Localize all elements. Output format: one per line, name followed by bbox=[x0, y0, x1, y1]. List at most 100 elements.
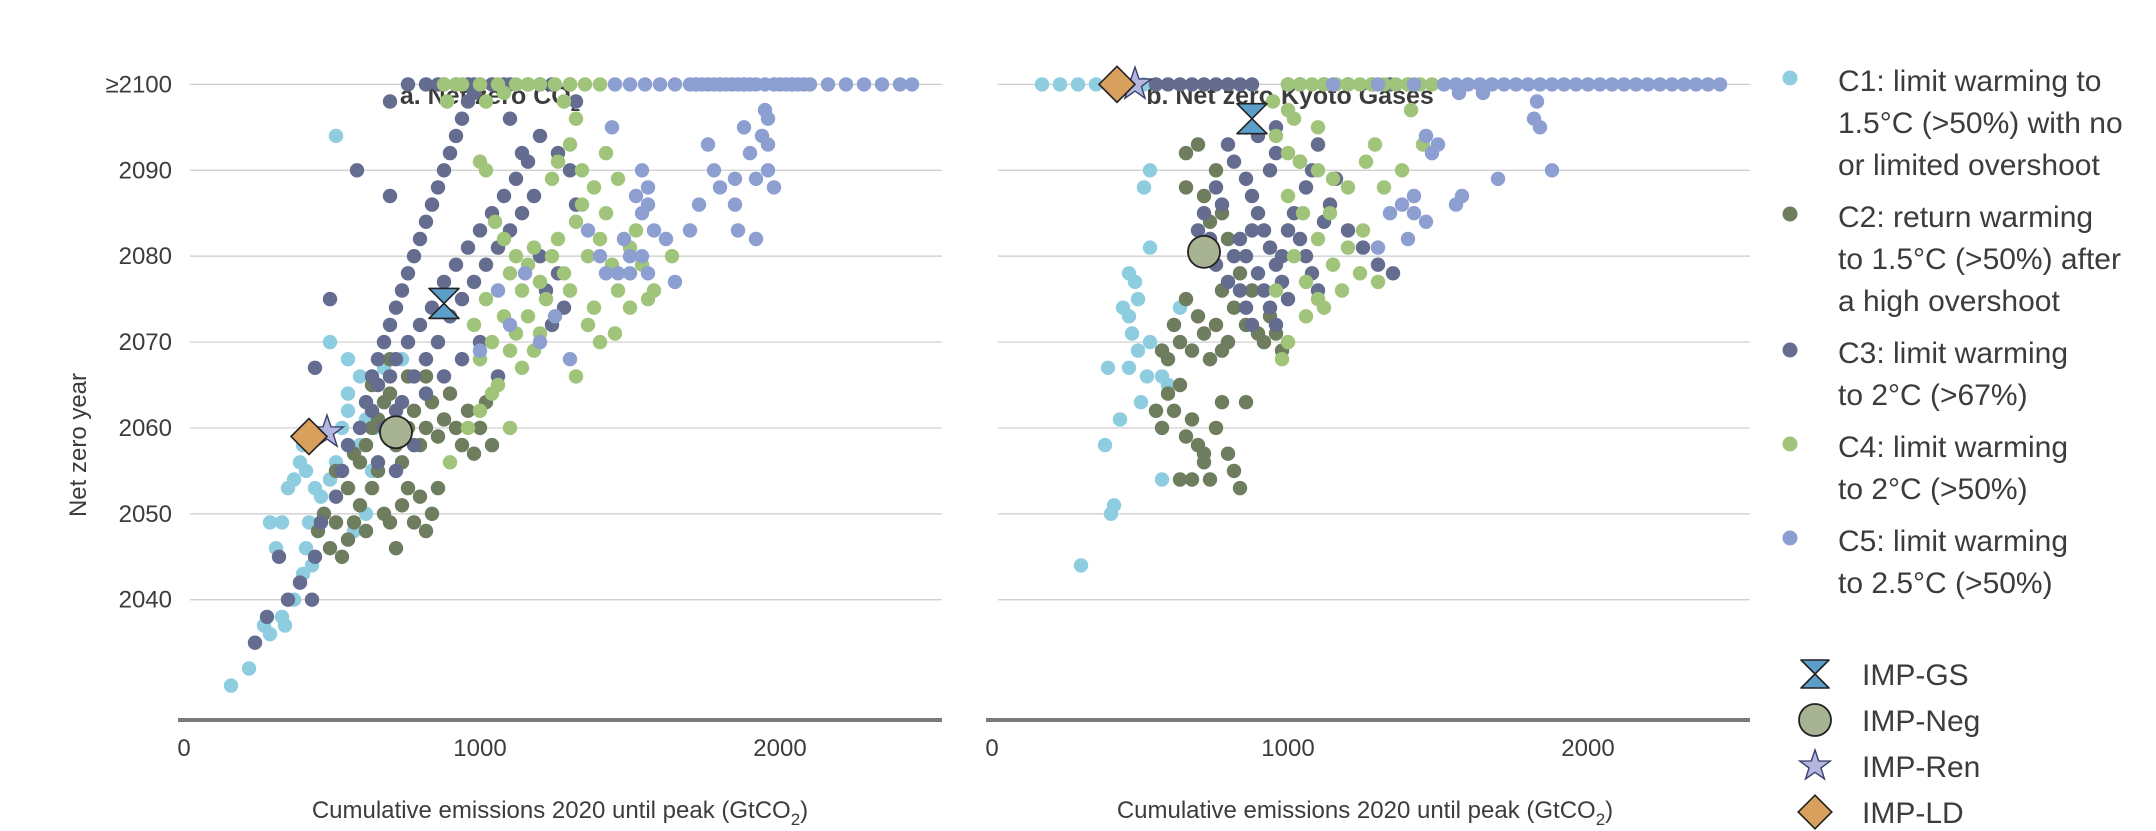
data-point bbox=[568, 111, 584, 126]
data-point bbox=[454, 352, 470, 367]
data-point bbox=[1262, 300, 1278, 315]
data-point bbox=[1256, 283, 1272, 298]
data-point bbox=[1370, 274, 1386, 290]
data-point bbox=[1292, 77, 1308, 92]
data-point bbox=[484, 437, 500, 453]
data-point bbox=[610, 283, 626, 298]
data-point bbox=[454, 437, 470, 453]
data-point bbox=[394, 498, 410, 513]
data-point bbox=[436, 412, 452, 427]
data-point bbox=[340, 386, 356, 401]
data-point bbox=[580, 249, 596, 264]
data-point bbox=[514, 145, 530, 161]
data-point bbox=[430, 480, 446, 496]
data-point bbox=[418, 386, 434, 401]
data-point bbox=[1370, 240, 1386, 255]
series-c1 bbox=[223, 128, 410, 693]
data-point bbox=[442, 455, 458, 470]
data-point bbox=[418, 352, 434, 367]
data-point bbox=[502, 266, 518, 281]
data-point bbox=[334, 463, 350, 479]
data-point bbox=[1154, 420, 1170, 436]
data-point bbox=[436, 274, 452, 290]
data-point bbox=[1340, 223, 1356, 238]
data-point bbox=[490, 283, 506, 298]
data-point bbox=[1184, 472, 1200, 487]
data-point bbox=[1529, 94, 1545, 109]
data-point bbox=[514, 206, 530, 221]
data-point bbox=[472, 343, 488, 358]
legend-label-c1: 1.5°C (>50%) with no bbox=[1838, 107, 2123, 140]
data-point bbox=[1298, 309, 1314, 324]
data-point bbox=[436, 369, 452, 384]
data-point bbox=[442, 145, 458, 161]
data-point bbox=[574, 163, 590, 178]
data-point bbox=[1142, 163, 1158, 178]
data-point bbox=[1268, 128, 1284, 144]
data-point bbox=[532, 77, 548, 92]
data-point bbox=[508, 249, 524, 264]
legend-label-c3: C3: limit warming bbox=[1838, 337, 2068, 370]
data-point bbox=[1274, 249, 1290, 264]
data-point bbox=[1688, 77, 1704, 92]
data-point bbox=[1286, 111, 1302, 126]
data-point bbox=[1148, 77, 1164, 92]
data-point bbox=[1121, 266, 1137, 281]
data-point bbox=[1298, 180, 1314, 195]
data-point bbox=[286, 472, 302, 487]
data-point bbox=[610, 266, 626, 281]
data-point bbox=[1214, 197, 1230, 212]
data-point bbox=[1544, 77, 1560, 92]
data-point bbox=[1112, 412, 1128, 427]
data-point bbox=[1202, 472, 1218, 487]
data-point bbox=[652, 77, 668, 92]
y-tick-label: 2060 bbox=[119, 415, 172, 442]
data-point bbox=[508, 77, 524, 92]
data-point bbox=[1208, 317, 1224, 333]
data-point bbox=[328, 128, 344, 144]
data-point bbox=[646, 223, 662, 238]
data-point bbox=[472, 77, 488, 92]
data-point bbox=[313, 489, 329, 504]
data-point bbox=[892, 77, 908, 92]
data-point bbox=[1190, 137, 1206, 152]
data-point bbox=[346, 515, 362, 530]
data-point bbox=[1121, 360, 1137, 375]
data-point bbox=[760, 137, 776, 152]
data-point bbox=[1532, 77, 1548, 92]
data-point bbox=[1124, 326, 1140, 341]
data-point bbox=[1382, 206, 1398, 221]
data-point bbox=[1424, 77, 1440, 92]
legend-label-imp-gs: IMP-GS bbox=[1862, 659, 1969, 692]
data-point bbox=[352, 498, 368, 513]
legend-imp-ren-icon bbox=[1797, 747, 1833, 781]
data-point bbox=[448, 128, 464, 144]
data-point bbox=[1184, 77, 1200, 92]
data-point bbox=[1232, 480, 1248, 496]
data-point bbox=[1232, 77, 1248, 92]
data-point bbox=[532, 128, 548, 144]
data-point bbox=[904, 77, 920, 92]
data-point bbox=[382, 515, 398, 530]
data-point bbox=[592, 231, 608, 247]
data-point bbox=[598, 266, 614, 281]
data-point bbox=[349, 163, 365, 178]
data-point bbox=[1238, 171, 1254, 186]
data-point bbox=[562, 163, 578, 178]
legend-label-c2: to 1.5°C (>50%) after bbox=[1838, 243, 2121, 276]
data-point bbox=[727, 171, 743, 186]
data-point bbox=[607, 77, 623, 92]
data-point bbox=[766, 180, 782, 195]
data-point bbox=[454, 111, 470, 126]
data-point bbox=[370, 455, 386, 470]
data-point bbox=[292, 575, 308, 590]
data-point bbox=[1202, 352, 1218, 367]
data-point bbox=[1628, 77, 1644, 92]
data-point bbox=[487, 214, 503, 229]
y-tick-label: 2050 bbox=[119, 501, 172, 528]
data-point bbox=[502, 343, 518, 358]
data-point bbox=[727, 197, 743, 212]
data-point bbox=[874, 77, 890, 92]
data-point bbox=[1436, 77, 1452, 92]
data-point bbox=[1139, 369, 1155, 384]
